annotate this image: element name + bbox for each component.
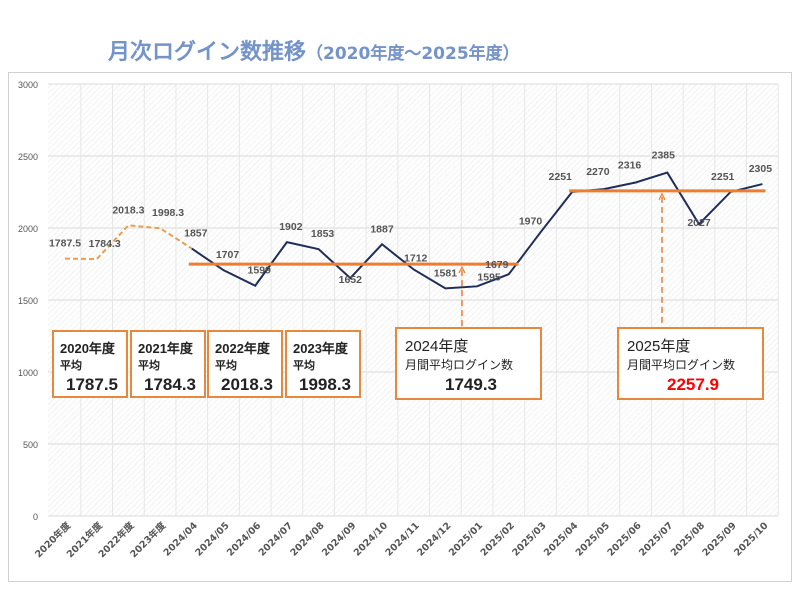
box-year: 2022年度 xyxy=(215,341,270,356)
data-label: 1784.3 xyxy=(89,238,121,250)
data-label: 1581 xyxy=(434,267,458,279)
yearly-average-line xyxy=(64,224,193,261)
box-value: 1749.3 xyxy=(445,375,497,394)
data-label: 2027 xyxy=(687,217,711,229)
y-tick-label: 2500 xyxy=(18,152,38,162)
data-label: 2018.3 xyxy=(112,204,144,216)
annual-box-2021: 2021年度 平均 1784.3 xyxy=(130,330,206,398)
chart-frame xyxy=(8,72,792,582)
data-label: 1712 xyxy=(404,252,428,264)
y-tick-label: 0 xyxy=(33,512,38,522)
box-label: 平均 xyxy=(60,360,82,372)
data-label: 1902 xyxy=(279,221,303,233)
box-value: 2018.3 xyxy=(221,375,273,394)
data-label: 2270 xyxy=(586,166,610,178)
annual-box-2022: 2022年度 平均 2018.3 xyxy=(207,330,283,398)
data-label: 1595 xyxy=(477,271,501,283)
data-label: 1599 xyxy=(248,265,272,277)
data-label: 1787.5 xyxy=(49,238,81,250)
data-label: 1887 xyxy=(370,223,394,235)
y-tick-label: 1000 xyxy=(18,368,38,378)
chart-title: 月次ログイン数推移（2020年度～2025年度） xyxy=(108,34,520,66)
data-label: 1707 xyxy=(216,249,240,261)
box-label: 平均 xyxy=(293,360,315,372)
arrow-head-icon xyxy=(458,265,466,274)
average-box-2025: 2025年度 月間平均ログイン数 2257.9 xyxy=(617,327,764,400)
annual-box-2020: 2020年度 平均 1787.5 xyxy=(52,330,128,398)
box-year: 2023年度 xyxy=(293,341,348,356)
data-label: 2305 xyxy=(749,163,773,175)
data-label: 1970 xyxy=(519,215,543,227)
y-tick-label: 1500 xyxy=(18,296,38,306)
box-value: 1787.5 xyxy=(66,375,118,394)
box-year: 2021年度 xyxy=(138,341,193,356)
box-value: 1998.3 xyxy=(299,375,351,394)
box-value: 1784.3 xyxy=(144,375,196,394)
average-box-2024: 2024年度 月間平均ログイン数 1749.3 xyxy=(395,327,542,400)
box-label: 月間平均ログイン数 xyxy=(627,358,736,372)
subtitle-text: （2020年度～2025年度） xyxy=(306,44,520,64)
data-label: 1679 xyxy=(485,259,509,271)
box-year: 2024年度 xyxy=(405,338,469,355)
data-label: 2385 xyxy=(652,150,676,162)
title-text: 月次ログイン数推移 xyxy=(108,40,307,65)
box-label: 平均 xyxy=(215,360,237,372)
arrow-head-icon xyxy=(658,192,666,201)
data-label: 1857 xyxy=(184,228,208,240)
y-tick-label: 2000 xyxy=(18,224,38,234)
box-value-highlight: 2257.9 xyxy=(667,375,719,394)
data-label: 1853 xyxy=(311,228,335,240)
annual-box-2023: 2023年度 平均 1998.3 xyxy=(285,330,361,398)
box-label: 月間平均ログイン数 xyxy=(405,358,514,372)
data-label: 2251 xyxy=(549,171,573,183)
y-tick-label: 3000 xyxy=(18,80,38,90)
x-tick-label: 2025/10 xyxy=(732,520,771,559)
data-label: 2316 xyxy=(618,159,642,171)
box-year: 2025年度 xyxy=(627,338,691,355)
box-year: 2020年度 xyxy=(60,341,115,356)
box-label: 平均 xyxy=(138,360,160,372)
y-tick-label: 500 xyxy=(23,440,38,450)
data-label: 2251 xyxy=(711,171,735,183)
data-label: 1652 xyxy=(339,274,363,286)
data-label: 1998.3 xyxy=(152,207,184,219)
